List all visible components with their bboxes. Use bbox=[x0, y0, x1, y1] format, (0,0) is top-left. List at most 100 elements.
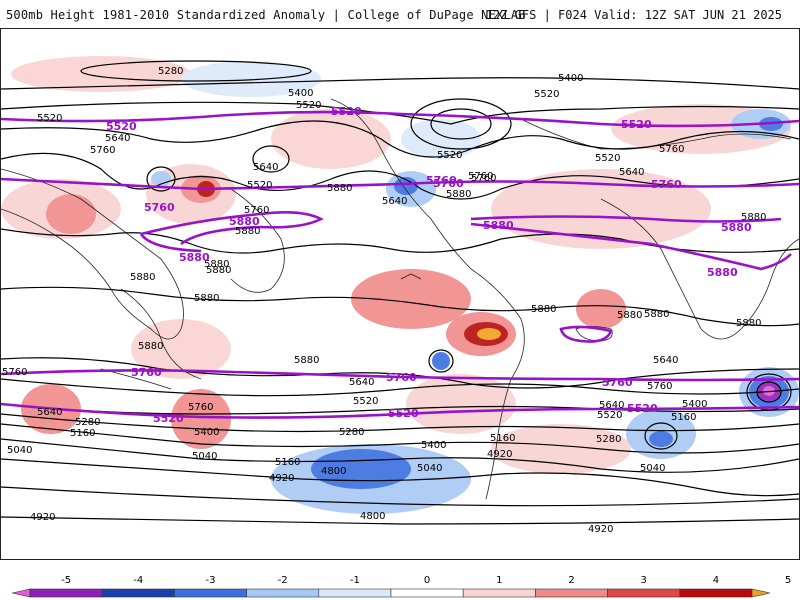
contour-label: 5160 bbox=[671, 412, 696, 423]
contour-label: 5520 bbox=[247, 180, 272, 191]
contour-label: 5880 bbox=[235, 226, 260, 237]
contour-label: 5760 bbox=[188, 402, 213, 413]
reference-label: 5880 bbox=[179, 251, 210, 264]
reference-label: 5760 bbox=[602, 376, 633, 389]
contour-label: 5760 bbox=[244, 205, 269, 216]
contour-label: 4920 bbox=[588, 524, 613, 535]
colorbar: -5 -4 -3 -2 -1 0 1 2 3 4 5 bbox=[0, 572, 800, 600]
map-title: 500mb Height 1981-2010 Standardized Anom… bbox=[6, 8, 526, 22]
colorbar-tick-label: -2 bbox=[278, 575, 288, 586]
contour-label: 5520 bbox=[37, 113, 62, 124]
colorbar-tick-label: 0 bbox=[424, 575, 430, 586]
contour-label: 5640 bbox=[37, 407, 62, 418]
contour-label: 5760 bbox=[90, 145, 115, 156]
contour-label-layer: 5280 5400 5400 5520 5520 5520 5520 5640 … bbox=[2, 66, 766, 535]
reference-label: 5760 bbox=[386, 371, 417, 384]
colorbar-tick-label: -1 bbox=[350, 575, 360, 586]
contour-label: 5880 bbox=[130, 272, 155, 283]
reference-label: 5520 bbox=[627, 402, 658, 415]
contour-label: 5880 bbox=[446, 189, 471, 200]
contour-label: 5040 bbox=[192, 451, 217, 462]
contour-label: 5880 bbox=[736, 318, 761, 329]
contour-label: 5400 bbox=[682, 399, 707, 410]
contour-label: 5880 bbox=[138, 341, 163, 352]
height-contours bbox=[1, 60, 799, 525]
reference-label: 5880 bbox=[229, 215, 260, 228]
reference-label: 5760 bbox=[426, 174, 457, 187]
contour-label: 5760 bbox=[468, 171, 493, 182]
contour-label: 5520 bbox=[534, 89, 559, 100]
contour-label: 5400 bbox=[421, 440, 446, 451]
reference-contours bbox=[1, 110, 799, 419]
colorbar-band bbox=[535, 588, 608, 598]
map-panel[interactable]: 5280 5400 5400 5520 5520 5520 5520 5640 … bbox=[0, 28, 800, 560]
contour-label: 5760 bbox=[2, 367, 27, 378]
colorbar-bands bbox=[11, 588, 771, 598]
contour-label: 5640 bbox=[349, 377, 374, 388]
contour-label: 5400 bbox=[194, 427, 219, 438]
colorbar-tick-label: 5 bbox=[785, 575, 791, 586]
reference-label: 5520 bbox=[621, 118, 652, 131]
reference-label: 5520 bbox=[388, 407, 419, 420]
contour-label: 5160 bbox=[70, 428, 95, 439]
contour-label: 5160 bbox=[275, 457, 300, 468]
colorbar-graphic: -5 -4 -3 -2 -1 0 1 2 3 4 5 bbox=[11, 575, 791, 598]
contour-label: 5400 bbox=[288, 88, 313, 99]
reference-label: 5760 bbox=[131, 366, 162, 379]
contour-label: 5280 bbox=[158, 66, 183, 77]
contour-label: 5040 bbox=[7, 445, 32, 456]
colorbar-band bbox=[462, 588, 536, 598]
model-run-info: 12Z GFS | F024 Valid: 12Z SAT JUN 21 202… bbox=[485, 8, 782, 22]
contour-label: 5880 bbox=[327, 183, 352, 194]
colorbar-tick-label: -3 bbox=[206, 575, 216, 586]
contour-label: 5760 bbox=[647, 381, 672, 392]
contour-label: 5880 bbox=[531, 304, 556, 315]
header-bar: 500mb Height 1981-2010 Standardized Anom… bbox=[0, 0, 800, 28]
contour-label: 5640 bbox=[382, 196, 407, 207]
reference-label-layer: 5520 5520 5520 5760 5760 5760 5880 5880 … bbox=[106, 105, 752, 425]
contour-label: 4920 bbox=[487, 449, 512, 460]
colorbar-tick-label: 1 bbox=[496, 575, 502, 586]
contour-label: 5640 bbox=[619, 167, 644, 178]
colorbar-band bbox=[751, 588, 771, 598]
reference-label: 5760 bbox=[144, 201, 175, 214]
reference-label: 5880 bbox=[707, 266, 738, 279]
contour-label: 5160 bbox=[490, 433, 515, 444]
contour-label: 5520 bbox=[597, 410, 622, 421]
anomaly-shading bbox=[1, 56, 799, 514]
contour-label: 4920 bbox=[30, 512, 55, 523]
colorbar-band bbox=[390, 588, 464, 598]
colorbar-tick-label: 4 bbox=[713, 575, 719, 586]
reference-label: 5760 bbox=[433, 177, 464, 190]
contour-label: 5520 bbox=[296, 100, 321, 111]
reference-label: 5880 bbox=[721, 221, 752, 234]
contour-label: 5280 bbox=[596, 434, 621, 445]
contour-label: 5280 bbox=[339, 427, 364, 438]
reference-label: 5520 bbox=[331, 105, 362, 118]
contour-label: 5880 bbox=[617, 310, 642, 321]
colorbar-tick-label: 2 bbox=[568, 575, 574, 586]
contour-label: 4800 bbox=[321, 466, 346, 477]
contour-label: 5640 bbox=[253, 162, 278, 173]
colorbar-band bbox=[11, 588, 31, 598]
contour-label: 5520 bbox=[595, 153, 620, 164]
contour-label: 5880 bbox=[294, 355, 319, 366]
colorbar-band bbox=[29, 588, 103, 598]
reference-label: 5760 bbox=[651, 178, 682, 191]
colorbar-band bbox=[174, 588, 247, 598]
contour-label: 5880 bbox=[644, 309, 669, 320]
contour-label: 5520 bbox=[437, 150, 462, 161]
reference-label: 5520 bbox=[106, 120, 137, 133]
colorbar-band bbox=[607, 588, 681, 598]
contour-label: 5640 bbox=[653, 355, 678, 366]
colorbar-band bbox=[101, 588, 175, 598]
reference-label: 5520 bbox=[153, 412, 184, 425]
contour-label: 5880 bbox=[741, 212, 766, 223]
contour-label: 5040 bbox=[417, 463, 442, 474]
contour-label: 4800 bbox=[360, 511, 385, 522]
contour-label: 5640 bbox=[599, 400, 624, 411]
colorbar-band bbox=[246, 588, 320, 598]
colorbar-tick-label: -4 bbox=[133, 575, 143, 586]
anomaly-map[interactable]: 5280 5400 5400 5520 5520 5520 5520 5640 … bbox=[1, 29, 799, 559]
contour-label: 5880 bbox=[194, 293, 219, 304]
